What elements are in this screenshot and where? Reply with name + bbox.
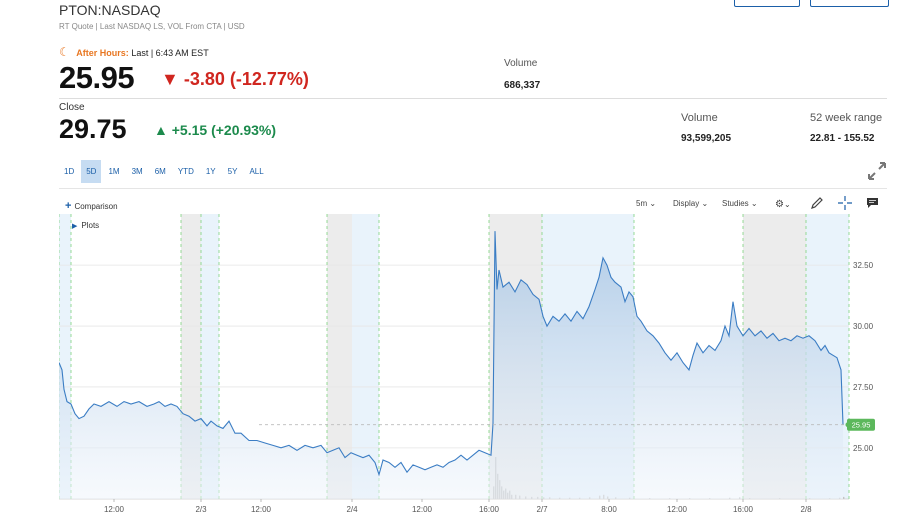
gear-icon: ⚙ — [775, 199, 784, 210]
after-hours-time: Last | 6:43 AM EST — [131, 48, 209, 58]
tab-1y[interactable]: 1Y — [205, 167, 216, 176]
chevron-down-icon: ⌄ — [649, 199, 657, 208]
y-tick-label: 32.50 — [853, 261, 874, 270]
y-tick-label: 30.00 — [853, 322, 874, 331]
close-price: 29.75 — [59, 114, 127, 144]
moon-icon: ☾ — [59, 45, 70, 59]
price-chart[interactable]: 25.00 27.50 30.00 32.50 12:00 2/3 12:00 2/4 12:… — [59, 214, 900, 524]
chevron-down-icon: ⌄ — [750, 199, 758, 208]
x-tick-label: 12:00 — [104, 505, 125, 514]
tab-6m[interactable]: 6M — [154, 167, 166, 176]
price-line — [59, 231, 844, 477]
tab-all[interactable]: ALL — [249, 167, 264, 176]
close-volume: 93,599,205 — [681, 133, 732, 144]
expand-icon[interactable] — [866, 160, 888, 182]
plots-label: Plots — [81, 221, 100, 230]
crosshair-icon[interactable] — [837, 195, 853, 211]
x-tick-label: 16:00 — [733, 505, 754, 514]
after-hours-line: ☾ After Hours: Last | 6:43 AM EST — [59, 45, 209, 59]
last-price-dot — [845, 422, 851, 428]
x-tick-label: 12:00 — [412, 505, 433, 514]
x-tick-label: 2/8 — [800, 505, 812, 514]
x-tick-label: 12:00 — [667, 505, 688, 514]
comparison-label: Comparison — [74, 202, 118, 211]
tab-1d[interactable]: 1D — [64, 167, 75, 176]
after-hours-label: After Hours: — [76, 48, 129, 58]
pencil-icon[interactable] — [810, 196, 824, 210]
tab-ytd[interactable]: YTD — [177, 167, 194, 176]
after-hours-volume: 686,337 — [504, 80, 541, 91]
price-area — [59, 231, 843, 499]
comment-icon[interactable] — [866, 197, 879, 209]
settings-dropdown[interactable]: ⚙⌄ — [775, 199, 791, 210]
down-arrow-icon: ▼ — [161, 69, 179, 89]
interval-dropdown[interactable]: 5m ⌄ — [636, 199, 656, 208]
range-tabs: 1D 5D 1M 3M 6M YTD 1Y 5Y ALL — [59, 160, 271, 183]
top-action-button-1[interactable] — [734, 0, 800, 7]
up-arrow-icon: ▲ — [154, 122, 168, 138]
tab-5y[interactable]: 5Y — [227, 167, 238, 176]
volume-bar — [843, 496, 845, 499]
x-tick-label: 12:00 — [251, 505, 272, 514]
ticker-symbol: PTON:NASDAQ — [59, 2, 161, 18]
plus-icon: + — [65, 200, 72, 212]
toolbar-divider — [59, 188, 887, 189]
tab-1m[interactable]: 1M — [108, 167, 120, 176]
close-label: Close — [59, 102, 85, 113]
studies-label: Studies — [722, 199, 749, 208]
chevron-down-icon: ⌄ — [783, 200, 791, 209]
comparison-button[interactable]: + Comparison — [65, 200, 118, 212]
divider — [59, 98, 887, 99]
x-tick-label: 16:00 — [479, 505, 500, 514]
after-hours-price: 25.95 — [59, 60, 135, 95]
last-price-label: 25.95 — [852, 421, 871, 430]
interval-value: 5m — [636, 199, 648, 208]
x-tick-label: 2/3 — [195, 505, 207, 514]
close-change-value: +5.15 (+20.93%) — [171, 122, 277, 138]
display-label: Display — [673, 199, 700, 208]
chevron-down-icon: ⌄ — [701, 199, 709, 208]
x-tick-label: 2/4 — [346, 505, 358, 514]
y-tick-label: 27.50 — [853, 383, 874, 392]
plots-toggle[interactable]: ▶ Plots — [72, 221, 99, 230]
after-hours-volume-label: Volume — [504, 58, 538, 69]
after-hours-change: ▼ -3.80 (-12.77%) — [161, 69, 309, 90]
display-dropdown[interactable]: Display ⌄ — [673, 199, 708, 208]
after-hours-change-value: -3.80 (-12.77%) — [183, 69, 309, 89]
y-tick-label: 25.00 — [853, 444, 874, 453]
quote-source-line: RT Quote | Last NASDAQ LS, VOL From CTA … — [59, 22, 245, 31]
x-tick-label: 2/7 — [536, 505, 548, 514]
close-change: ▲ +5.15 (+20.93%) — [154, 122, 276, 138]
play-triangle-icon: ▶ — [72, 223, 78, 230]
studies-dropdown[interactable]: Studies ⌄ — [722, 199, 758, 208]
week-range-value: 22.81 - 155.52 — [810, 133, 875, 144]
week-range-label: 52 week range — [810, 112, 883, 124]
close-volume-label: Volume — [681, 112, 718, 124]
top-action-button-2[interactable] — [810, 0, 889, 7]
x-tick-label: 8:00 — [601, 505, 617, 514]
tab-5d[interactable]: 5D — [81, 160, 102, 183]
last-price-badge — [847, 418, 875, 431]
tab-3m[interactable]: 3M — [131, 167, 143, 176]
session-band — [352, 214, 379, 499]
